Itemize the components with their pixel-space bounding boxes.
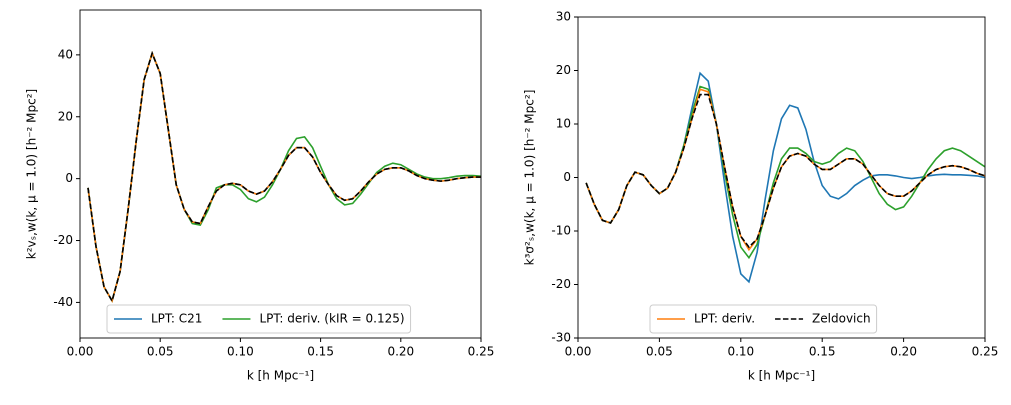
x-tick-label: 0.05 xyxy=(147,345,174,359)
y-tick-label: 40 xyxy=(58,47,73,61)
y-tick-label: 10 xyxy=(556,117,571,131)
x-tick-label: 0.20 xyxy=(890,345,917,359)
x-tick-label: 0.05 xyxy=(646,345,673,359)
x-tick-label: 0.10 xyxy=(727,345,754,359)
y-tick-label: -30 xyxy=(551,331,571,345)
y-tick-label: -20 xyxy=(53,233,73,247)
y-tick-label: -40 xyxy=(53,295,73,309)
x-axis-label: k [h Mpc⁻¹] xyxy=(247,369,314,383)
legend: LPT: C21 LPT: deriv. (kIR = 0.125) xyxy=(106,304,412,334)
x-tick-label: 0.25 xyxy=(468,345,495,359)
legend: LPT: deriv. Zeldovich xyxy=(649,304,878,334)
legend-label: Zeldovich xyxy=(812,312,871,326)
y-tick-label: -20 xyxy=(551,277,571,291)
y-tick-label: -10 xyxy=(551,224,571,238)
plot-frame xyxy=(79,9,482,339)
x-tick-label: 0.15 xyxy=(307,345,334,359)
x-axis-label: k [h Mpc⁻¹] xyxy=(748,369,815,383)
x-tick-label: 0.00 xyxy=(67,345,94,359)
legend-label: LPT: deriv. (kIR = 0.125) xyxy=(259,312,404,326)
y-tick-label: 0 xyxy=(563,170,571,184)
y-tick-label: 20 xyxy=(58,109,73,123)
x-tick-label: 0.00 xyxy=(565,345,592,359)
y-axis-label: k³σ²ₛ,w(k, μ = 1.0) [h⁻² Mpc²] xyxy=(523,90,537,266)
x-tick-label: 0.10 xyxy=(227,345,254,359)
x-tick-label: 0.20 xyxy=(387,345,414,359)
legend-frame xyxy=(106,304,412,334)
y-tick-label: 20 xyxy=(556,63,571,77)
x-tick-label: 0.15 xyxy=(809,345,836,359)
legend-frame xyxy=(649,304,878,334)
series-line xyxy=(585,93,985,249)
y-axis-label: k²vₛ,w(k, μ = 1.0) [h⁻² Mpc²] xyxy=(25,89,39,259)
legend-label: LPT: deriv. xyxy=(694,312,755,326)
series-line xyxy=(87,50,481,303)
x-tick-label: 0.25 xyxy=(972,345,999,359)
y-tick-label: 0 xyxy=(65,171,73,185)
y-tick-label: 30 xyxy=(556,10,571,24)
legend-label: LPT: C21 xyxy=(151,312,202,326)
